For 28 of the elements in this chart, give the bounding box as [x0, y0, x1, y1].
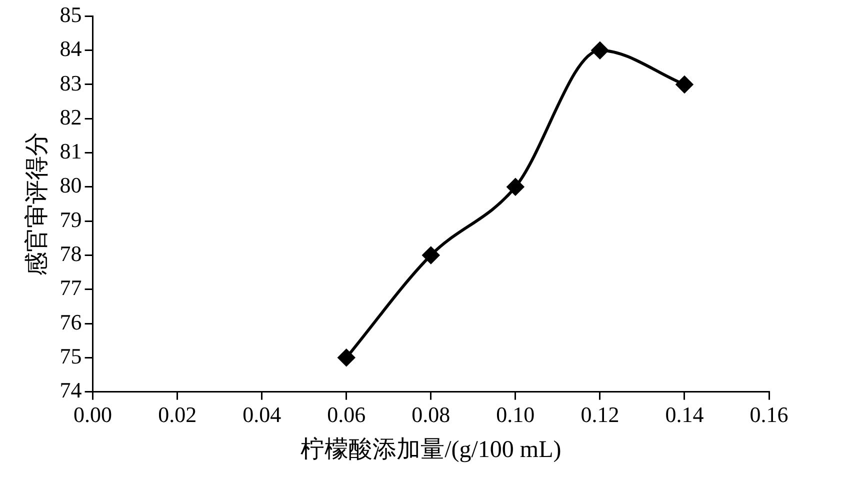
y-tick-label: 76	[60, 309, 82, 334]
y-tick-label: 80	[60, 172, 82, 198]
point	[422, 246, 440, 264]
y-tick-label: 85	[60, 2, 82, 27]
x-tick-label: 0.06	[327, 402, 366, 427]
x-tick-label: 0.08	[412, 402, 450, 427]
x-tick-label: 0.02	[158, 402, 197, 427]
y-tick-label: 82	[60, 104, 82, 130]
x-tick-label: 0.10	[496, 402, 535, 427]
y-tick-label: 74	[60, 378, 82, 403]
point	[676, 76, 693, 93]
point	[338, 349, 355, 366]
x-tick-label: 0.16	[750, 402, 788, 427]
y-tick-label: 84	[60, 36, 82, 62]
y-axis-title: 感官审评得分	[24, 132, 51, 276]
y-tick-label: 79	[60, 206, 82, 232]
x-axis-title: 柠檬酸添加量/(g/100 mL)	[300, 436, 562, 463]
y-tick-label: 75	[60, 343, 82, 368]
point	[591, 42, 608, 59]
y-tick-label: 78	[60, 241, 82, 266]
x-tick-label: 0.12	[580, 402, 620, 427]
x-tick-label: 0.04	[242, 402, 282, 427]
x-tick-label: 0.14	[665, 402, 704, 427]
y-tick-label: 81	[60, 138, 82, 164]
y-tick-label: 83	[60, 70, 82, 96]
x-tick-label: 0.00	[74, 402, 112, 427]
y-tick-label: 77	[60, 275, 82, 300]
point	[506, 178, 524, 196]
